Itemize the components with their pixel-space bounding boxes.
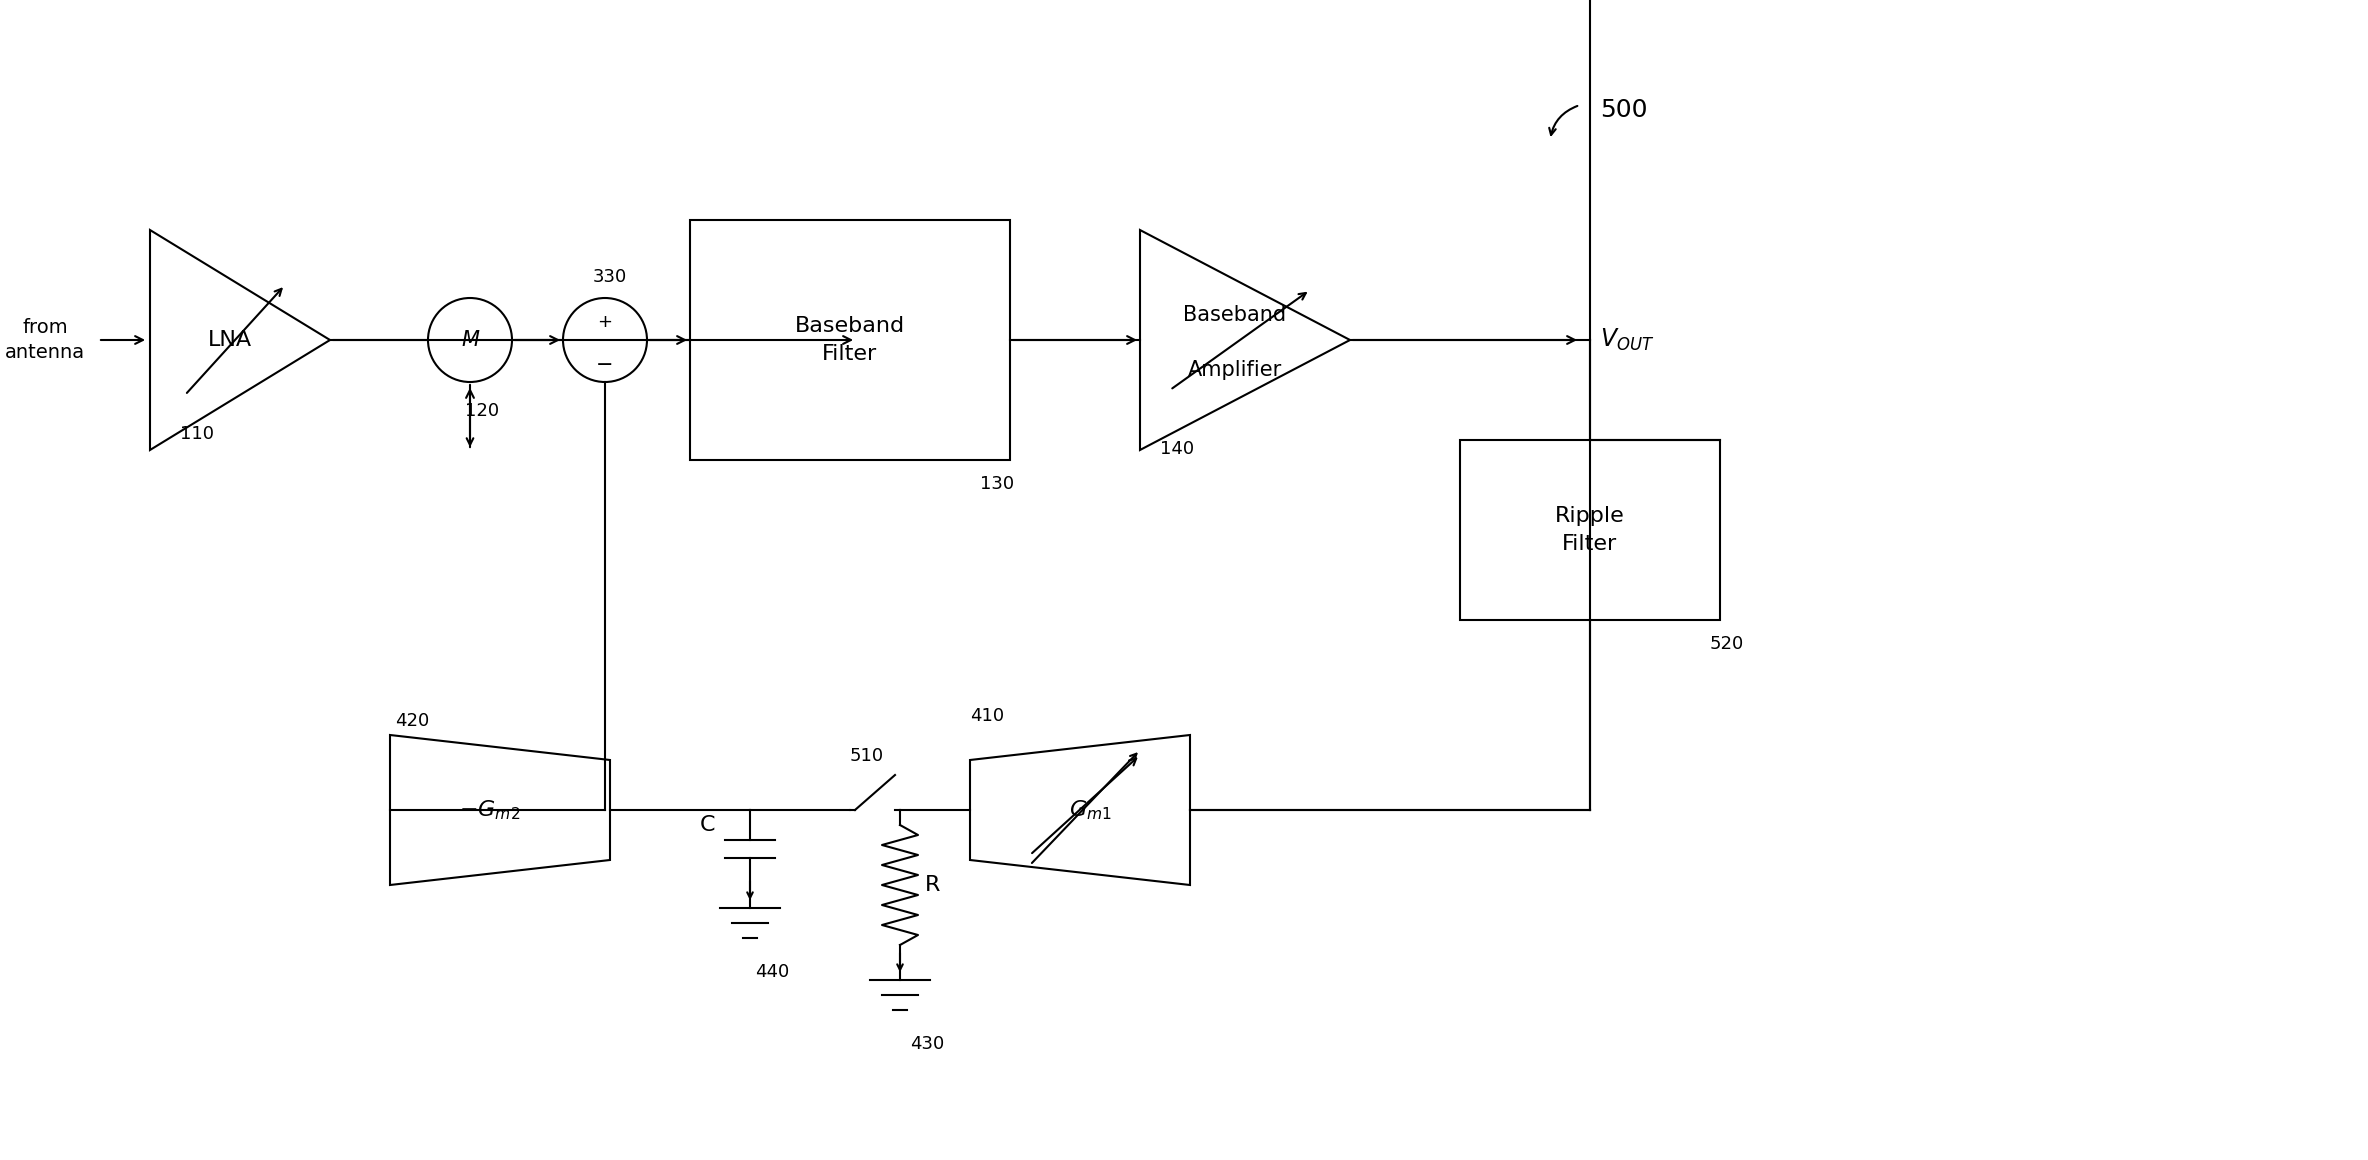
Text: $-G_{m2}$: $-G_{m2}$ xyxy=(459,798,521,821)
Text: +: + xyxy=(597,313,613,331)
Text: $V_{OUT}$: $V_{OUT}$ xyxy=(1601,327,1655,353)
Text: Baseband
Filter: Baseband Filter xyxy=(796,316,905,364)
Bar xyxy=(689,220,1011,461)
Text: 430: 430 xyxy=(909,1035,945,1053)
Text: Amplifier: Amplifier xyxy=(1189,360,1281,380)
Text: $G_{m1}$: $G_{m1}$ xyxy=(1068,798,1111,821)
Text: Ripple
Filter: Ripple Filter xyxy=(1556,506,1624,554)
Text: 110: 110 xyxy=(180,425,213,443)
Text: 140: 140 xyxy=(1160,440,1193,458)
Text: 420: 420 xyxy=(395,712,429,730)
Text: −: − xyxy=(597,355,613,375)
Text: from
antenna: from antenna xyxy=(5,318,85,362)
Text: R: R xyxy=(926,875,940,896)
Text: 520: 520 xyxy=(1710,635,1745,653)
Text: 500: 500 xyxy=(1601,97,1648,122)
Text: 330: 330 xyxy=(592,268,628,287)
Text: 120: 120 xyxy=(464,403,500,420)
Text: Baseband: Baseband xyxy=(1184,305,1286,325)
Text: 410: 410 xyxy=(971,706,1004,725)
Text: 510: 510 xyxy=(850,747,883,764)
Text: C: C xyxy=(699,815,715,835)
Bar xyxy=(1461,440,1719,619)
Text: 130: 130 xyxy=(980,474,1014,493)
Text: LNA: LNA xyxy=(208,329,251,350)
Text: 440: 440 xyxy=(755,963,789,981)
Text: M: M xyxy=(462,329,478,350)
